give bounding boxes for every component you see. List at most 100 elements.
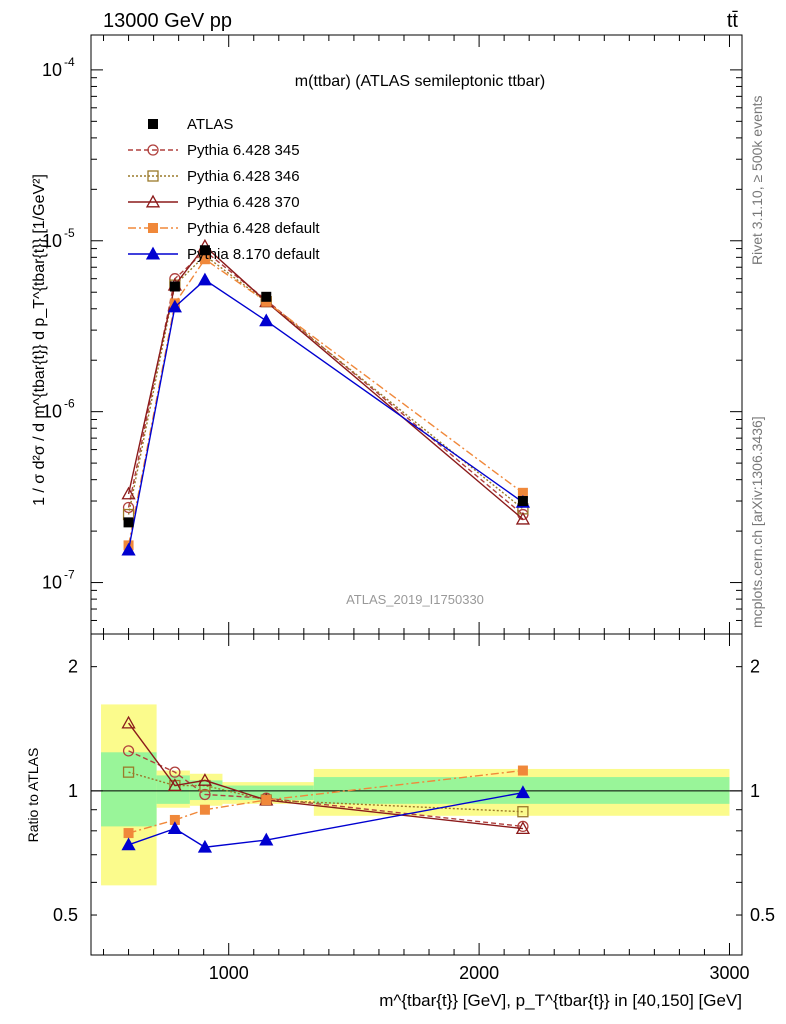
legend-marker-p345 (147, 144, 159, 156)
point-p6def (517, 487, 528, 498)
legend-marker-p346 (147, 170, 159, 182)
legend-label-p346: Pythia 6.428 346 (187, 168, 300, 185)
ratio-point-p370 (197, 773, 213, 786)
series-line-p370 (127, 245, 524, 520)
point-p8def (197, 272, 213, 286)
y-axis-label: 1 / σ d²σ / d m^{tbar{t}} d p_T^{tbar{t}… (31, 174, 48, 506)
y-tick-label: 10 (42, 60, 62, 80)
main-plot-frame: 10-710-610-510-4 (42, 34, 743, 635)
legend-entry-p370: Pythia 6.428 370 (128, 194, 300, 211)
ratio-series-p8def (121, 785, 531, 853)
x-axis-label: m^{tbar{t}} [GeV], p_T^{tbar{t}} in [40,… (379, 991, 742, 1010)
series-p370 (121, 238, 531, 525)
point-p345 (517, 508, 529, 521)
series-line-p6def (127, 258, 524, 546)
ratio-y-tick-label-right: 1 (750, 781, 760, 801)
x-tick-label: 3000 (709, 963, 749, 983)
energy-label: 13000 GeV pp (103, 10, 232, 32)
point-p8def (259, 313, 274, 327)
rivet-label: Rivet 3.1.10, ≥ 500k events (749, 95, 765, 265)
point-ATLAS (199, 245, 210, 256)
ratio-border (90, 633, 743, 956)
ratio-line-p370 (127, 722, 523, 830)
legend-label-p345: Pythia 6.428 345 (187, 142, 300, 159)
legend: ATLAS Pythia 6.428 345 Pythia 6.428 346 Pyt… (128, 116, 320, 263)
legend-entry-p6def: Pythia 6.428 default (128, 220, 320, 237)
ratio-point-p346 (517, 806, 529, 818)
legend-entry-p8def: Pythia 8.170 default (128, 246, 320, 263)
series-p8def (121, 272, 531, 556)
ratio-series-p6def (123, 765, 528, 839)
ratio-band-inner-0 (101, 752, 157, 827)
watermark: ATLAS_2019_I1750330 (346, 592, 484, 607)
ratio-y-tick-label: 2 (68, 657, 78, 677)
legend-entry-p346: Pythia 6.428 346 (128, 168, 300, 185)
x-tick-label: 1000 (209, 963, 249, 983)
ratio-line-p346 (128, 771, 523, 813)
ratio-uncertainty-bands (101, 704, 730, 886)
ratio-y-tick-label: 0.5 (53, 905, 78, 925)
x-tick-label: 2000 (459, 963, 499, 983)
ratio-band-inner-1 (156, 775, 190, 804)
ratio-y-tick-label-right: 0.5 (750, 905, 775, 925)
y-tick-exponent: -4 (64, 55, 75, 69)
ratio-point-p6def (517, 765, 528, 776)
ratio-point-p6def (123, 828, 134, 839)
legend-entry-ATLAS: ATLAS (148, 116, 233, 133)
ratio-y-axis-label: Ratio to ATLAS (25, 748, 41, 843)
series-line-p346 (127, 254, 524, 515)
ratio-plot-frame: 1000 2000 3000 0.5 0.5 1 1 2 2 (53, 633, 775, 983)
y-tick-exponent: -5 (64, 226, 75, 240)
ratio-point-p6def (261, 795, 272, 806)
series-p345 (122, 245, 529, 521)
point-ATLAS (517, 496, 528, 507)
point-ATLAS (169, 281, 180, 292)
ratio-point-p370 (121, 715, 136, 729)
ratio-point-p6def (169, 814, 180, 825)
ratio-point-p346 (122, 766, 135, 778)
legend-marker-p6def (148, 223, 158, 233)
y-tick-label: 10 (42, 231, 62, 251)
y-tick-exponent: -6 (64, 397, 75, 411)
legend-marker-p8def (145, 246, 161, 260)
series-line-p8def (127, 279, 524, 551)
ratio-series-layer (121, 715, 531, 853)
series-line-p345 (127, 250, 524, 516)
legend-marker-ATLAS (148, 119, 158, 129)
ratio-point-p345 (122, 745, 135, 757)
point-p8def (167, 299, 182, 313)
y-tick-exponent: -7 (64, 568, 75, 582)
main-series-layer (121, 238, 531, 556)
legend-label-p6def: Pythia 6.428 default (187, 220, 320, 237)
point-p6def (199, 254, 210, 265)
ratio-point-p8def (121, 837, 136, 851)
mcplots-label: mcplots.cern.ch [arXiv:1306.3436] (749, 416, 765, 628)
ratio-point-p8def (515, 785, 531, 799)
point-p370 (515, 511, 531, 525)
ratio-y-tick-label: 1 (68, 781, 78, 801)
legend-label-ATLAS: ATLAS (187, 116, 233, 133)
ratio-point-p8def (259, 832, 274, 846)
ratio-point-p370 (167, 778, 182, 791)
ratio-point-p8def (167, 821, 182, 835)
point-ATLAS (123, 517, 134, 528)
point-p345 (122, 501, 135, 514)
process-label: tt̄ (727, 10, 739, 32)
chart-title: m(ttbar) (ATLAS semileptonic ttbar) (295, 73, 545, 90)
legend-entry-p345: Pythia 6.428 345 (128, 142, 300, 159)
ratio-point-p345 (199, 788, 211, 801)
ratio-point-p6def (199, 804, 210, 815)
ratio-point-p8def (197, 839, 213, 853)
ratio-y-tick-label-right: 2 (750, 657, 760, 677)
point-ATLAS (261, 291, 272, 302)
legend-label-p8def: Pythia 8.170 default (187, 246, 320, 263)
y-tick-label: 10 (42, 402, 62, 422)
legend-marker-p370 (145, 194, 161, 208)
ratio-point-p345 (169, 766, 181, 778)
point-p8def (121, 542, 136, 556)
ratio-point-p370 (515, 821, 531, 835)
ratio-line-p6def (128, 769, 523, 834)
series-ATLAS (123, 245, 528, 528)
y-tick-label: 10 (42, 573, 62, 593)
